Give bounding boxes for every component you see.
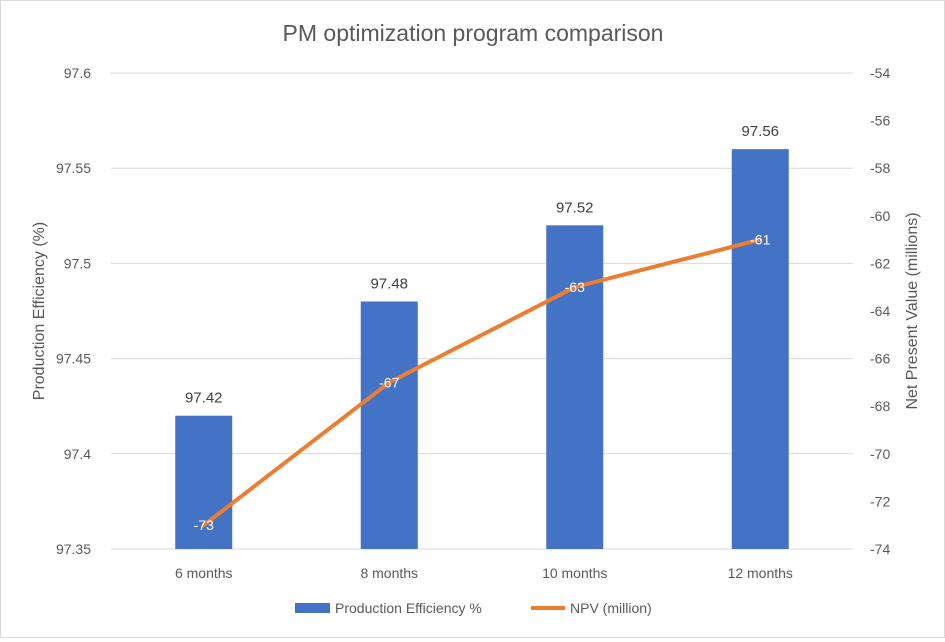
bar: [546, 225, 604, 549]
legend-label-bar: Production Efficiency %: [335, 600, 482, 616]
y-tick-label: 97.35: [56, 541, 91, 557]
bar: [731, 149, 789, 549]
x-tick-label: 8 months: [360, 565, 418, 581]
y-tick-label: 97.45: [56, 351, 91, 367]
line-data-label: -73: [194, 517, 214, 533]
chart-title: PM optimization program comparison: [283, 20, 664, 46]
y-tick-label: 97.4: [64, 446, 91, 462]
x-tick-label: 10 months: [542, 565, 607, 581]
y2-axis-label: Net Present Value (millions): [904, 212, 921, 409]
legend: Production Efficiency % NPV (million): [295, 600, 652, 616]
y2-tick-label: -60: [870, 208, 890, 224]
x-tick-label: 12 months: [728, 565, 793, 581]
line-point: [201, 523, 206, 528]
y-tick-label: 97.55: [56, 160, 91, 176]
line-point: [758, 237, 763, 242]
y2-tick-label: -70: [870, 446, 890, 462]
npv-line: [201, 237, 763, 528]
legend-swatch-bar: [295, 603, 330, 613]
y2-tick-label: -72: [870, 493, 890, 509]
bar-data-label: 97.48: [370, 275, 408, 292]
right-axis-ticks: -74 -72 -70 -68 -66 -64 -62 -60 -58 -56 -54: [870, 65, 890, 557]
line-series: -73 -67 -63 -61: [194, 232, 771, 534]
y2-tick-label: -66: [870, 351, 890, 367]
line-data-label: -67: [379, 374, 399, 390]
gridlines: [111, 72, 853, 550]
y2-tick-label: -54: [870, 65, 890, 81]
line-data-label: -61: [750, 232, 770, 248]
left-axis-ticks: 97.35 97.4 97.45 97.5 97.55 97.6: [56, 65, 91, 557]
y2-tick-label: -58: [870, 160, 890, 176]
y2-tick-label: -62: [870, 255, 890, 271]
y2-tick-label: -64: [870, 303, 890, 319]
bar-data-label: 97.56: [741, 123, 779, 140]
bar-series: 97.42 97.48 97.52 97.56: [175, 123, 789, 549]
line-data-label: -63: [565, 279, 585, 295]
y-tick-label: 97.5: [64, 255, 91, 271]
y2-tick-label: -68: [870, 398, 890, 414]
x-axis-ticks: 6 months 8 months 10 months 12 months: [175, 565, 793, 581]
line-point: [387, 380, 392, 385]
bar: [360, 301, 418, 549]
bar-data-label: 97.52: [556, 199, 594, 216]
legend-label-line: NPV (million): [570, 600, 652, 616]
bar-data-label: 97.42: [185, 390, 223, 407]
line-point: [572, 285, 577, 290]
y2-tick-label: -74: [870, 541, 890, 557]
x-tick-label: 6 months: [175, 565, 233, 581]
y2-tick-label: -56: [870, 113, 890, 129]
y-axis-label: Production Efficiency (%): [31, 222, 48, 400]
y-tick-label: 97.6: [64, 65, 91, 81]
